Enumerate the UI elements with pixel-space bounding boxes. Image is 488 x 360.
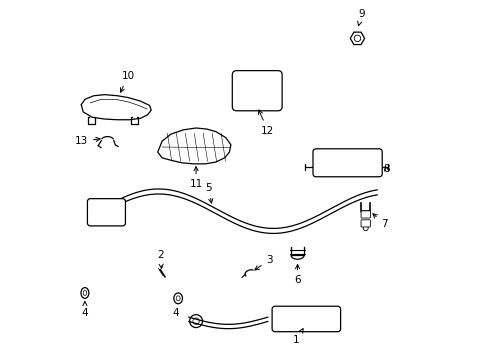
FancyBboxPatch shape — [360, 211, 369, 218]
Text: 11: 11 — [189, 167, 203, 189]
Text: 1: 1 — [293, 329, 303, 345]
Text: 8: 8 — [382, 164, 388, 174]
FancyBboxPatch shape — [360, 220, 369, 227]
Text: 12: 12 — [258, 110, 274, 135]
Text: 5: 5 — [205, 183, 212, 203]
FancyBboxPatch shape — [232, 71, 282, 111]
FancyBboxPatch shape — [87, 199, 125, 226]
Text: 4: 4 — [81, 301, 88, 318]
Text: 3: 3 — [254, 255, 272, 270]
Text: 13: 13 — [75, 136, 100, 146]
Text: 7: 7 — [372, 214, 387, 229]
FancyBboxPatch shape — [312, 149, 382, 177]
Text: 4: 4 — [172, 309, 179, 318]
FancyBboxPatch shape — [271, 306, 340, 332]
Polygon shape — [158, 128, 230, 164]
Text: 2: 2 — [157, 250, 163, 268]
Text: 9: 9 — [357, 9, 365, 26]
Text: 6: 6 — [294, 265, 300, 285]
Text: 10: 10 — [120, 71, 134, 92]
